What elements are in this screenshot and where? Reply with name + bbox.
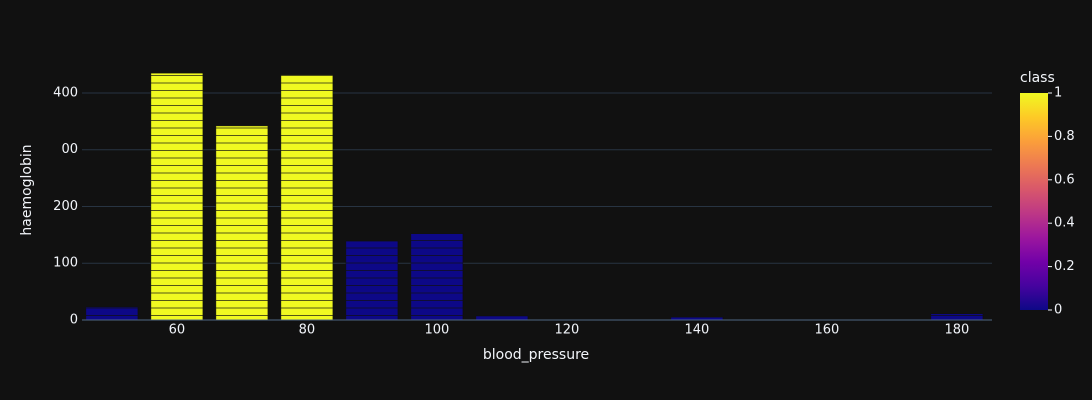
- bar-stripes: [85, 306, 138, 320]
- colorbar-tick-label: 0.2: [1054, 259, 1075, 274]
- bar-stripes: [475, 316, 528, 320]
- x-tick-label: 80: [299, 323, 316, 338]
- colorbar-tick-label: 0.8: [1054, 129, 1075, 144]
- colorbar: [1020, 93, 1048, 310]
- bar-stripes: [930, 313, 983, 320]
- colorbar-tick-label: 1: [1054, 86, 1062, 101]
- bar-stripes: [345, 241, 398, 320]
- x-tick-label: 180: [944, 323, 969, 338]
- colorbar-tick-label: 0.6: [1054, 172, 1075, 187]
- bar-stripes: [215, 125, 268, 320]
- y-tick-label: 00: [61, 142, 78, 157]
- x-tick-label: 60: [169, 323, 186, 338]
- y-tick-label: 400: [53, 85, 78, 100]
- x-tick-label: 140: [684, 323, 709, 338]
- y-axis-title: haemoglobin: [19, 144, 35, 235]
- x-tick-label: 160: [814, 323, 839, 338]
- x-tick-label: 100: [424, 323, 449, 338]
- bar-stripes: [150, 73, 203, 320]
- y-tick-label: 200: [53, 199, 78, 214]
- y-tick-label: 0: [70, 313, 78, 328]
- bar-stripes: [670, 317, 723, 320]
- colorbar-tick-label: 0: [1054, 303, 1062, 318]
- colorbar-tick-label: 0.4: [1054, 216, 1075, 231]
- colorbar-title: class: [1020, 70, 1055, 86]
- y-tick-label: 100: [53, 256, 78, 271]
- x-axis-title: blood_pressure: [483, 347, 589, 363]
- x-tick-label: 120: [554, 323, 579, 338]
- bar-stripes: [410, 233, 463, 320]
- bar-stripes: [280, 74, 333, 320]
